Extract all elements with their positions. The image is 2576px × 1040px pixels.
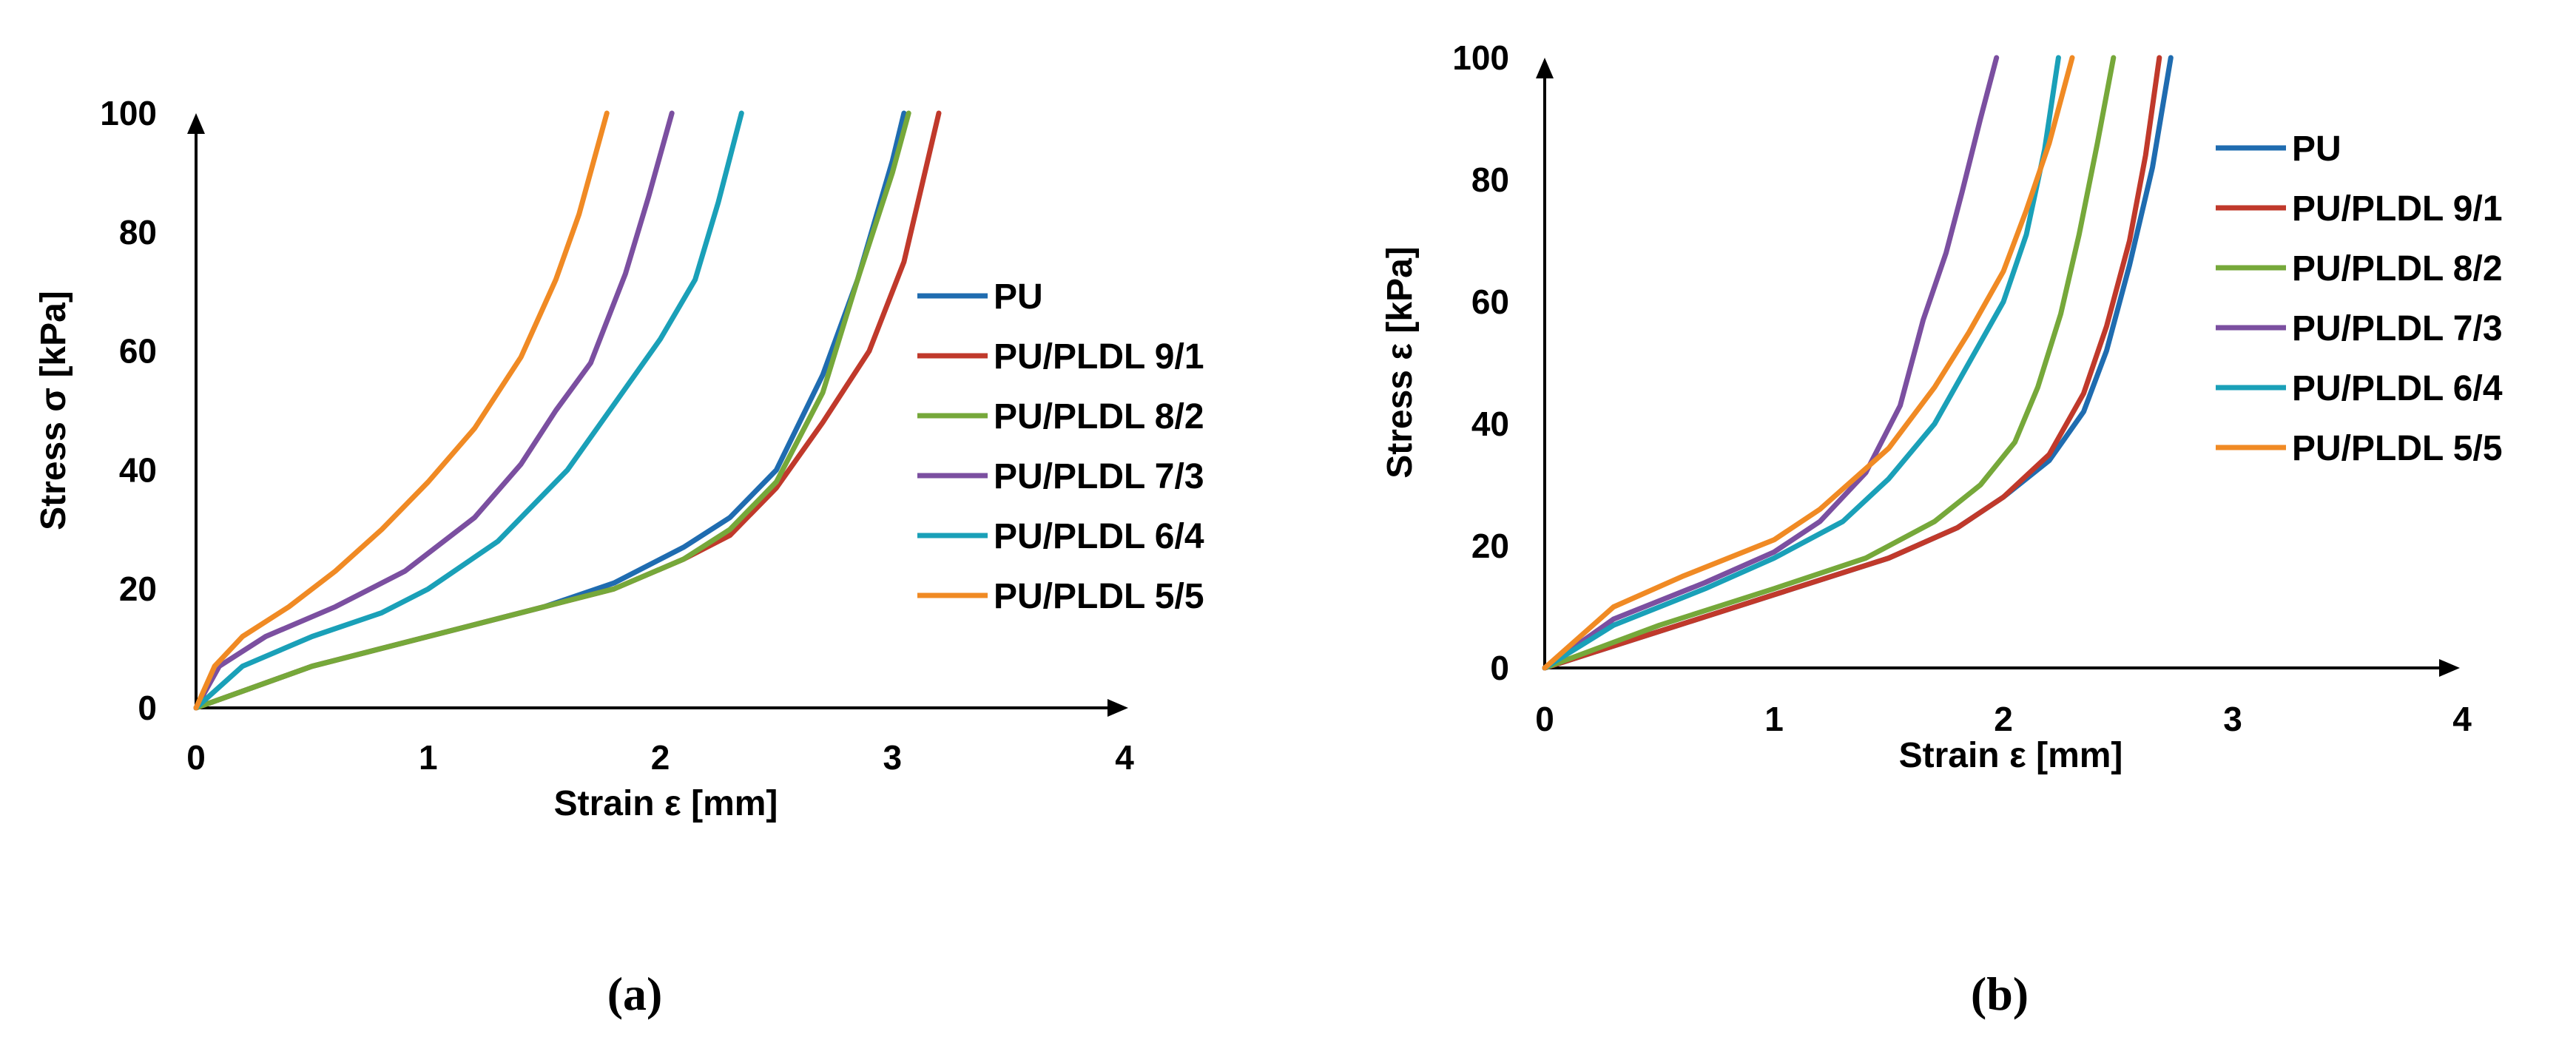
series-line-pu-pldl-6-4 <box>193 110 744 711</box>
y-tick-label: 100 <box>100 94 157 132</box>
y-tick-label: 60 <box>119 332 157 371</box>
legend-label: PU/PLDL 9/1 <box>2292 189 2503 229</box>
series-line-pu-pldl-8-2 <box>1542 55 2117 671</box>
x-axis-arrow-b <box>2439 659 2460 677</box>
y-tick-label: 0 <box>138 689 157 727</box>
y-axis-label-b: Stress ε [kPa] <box>1380 246 1420 479</box>
series-line-pu-pldl-7-3 <box>1542 55 2000 671</box>
x-tick-label: 0 <box>1535 700 1554 738</box>
y-tick-label: 80 <box>119 213 157 251</box>
x-tick-label: 3 <box>883 738 902 777</box>
x-tick-label: 2 <box>651 738 670 777</box>
y-axis-arrow-b <box>1536 58 1554 78</box>
y-axis-arrow-a <box>187 113 205 134</box>
x-tick-label: 4 <box>2452 700 2472 738</box>
y-tick-label: 60 <box>1471 283 1509 321</box>
x-tick-label: 1 <box>1764 700 1784 738</box>
series-line-pu-pldl-7-3 <box>193 110 675 711</box>
legend-label: PU/PLDL 6/4 <box>2292 369 2503 408</box>
y-tick-label: 100 <box>1452 38 1509 77</box>
x-tick-label: 0 <box>186 738 206 777</box>
x-tick-label: 3 <box>2223 700 2242 738</box>
x-axis-arrow-a <box>1107 699 1128 717</box>
y-axis-label-a: Stress σ [kPa] <box>34 291 73 530</box>
legend-b: PU PU/PLDL 9/1 PU/PLDL 8/2 PU/PLDL 7/3 PU/PL… <box>2216 129 2503 468</box>
x-axis-label-b: Strain ε [mm] <box>1899 736 2123 775</box>
panel-label-b: (b) <box>1971 968 2029 1020</box>
legend-label: PU <box>2292 129 2341 169</box>
legend-label: PU <box>994 277 1043 317</box>
legend-label: PU/PLDL 9/1 <box>994 337 1204 377</box>
x-axis-label-a: Strain ε [mm] <box>554 784 778 823</box>
legend-a: PU PU/PLDL 9/1 PU/PLDL 8/2 PU/PLDL 7/3 PU/PL… <box>917 277 1204 616</box>
y-tick-label: 0 <box>1490 649 1509 687</box>
series-line-pu-pldl-5-5 <box>193 110 610 711</box>
legend-label: PU/PLDL 8/2 <box>994 397 1204 436</box>
series-line-pu-pldl-6-4 <box>1542 55 2061 671</box>
x-tick-label: 4 <box>1115 738 1134 777</box>
series-line-pu-pldl-5-5 <box>1542 55 2075 671</box>
series-line-pu-pldl-9-1 <box>1542 55 2162 671</box>
legend-label: PU/PLDL 7/3 <box>2292 309 2503 348</box>
legend-label: PU/PLDL 8/2 <box>2292 249 2503 288</box>
legend-label: PU/PLDL 5/5 <box>2292 429 2503 468</box>
y-tick-label: 20 <box>119 570 157 608</box>
legend-label: PU/PLDL 7/3 <box>994 457 1204 496</box>
series-line-pu-pldl-8-2 <box>193 110 911 711</box>
y-tick-label: 80 <box>1471 161 1509 199</box>
x-tick-label: 1 <box>419 738 438 777</box>
legend-label: PU/PLDL 5/5 <box>994 577 1204 616</box>
y-tick-label: 40 <box>1471 405 1509 443</box>
x-tick-label: 2 <box>1994 700 2013 738</box>
series-line-pu <box>1542 55 2174 671</box>
legend-label: PU/PLDL 6/4 <box>994 517 1204 556</box>
y-tick-label: 40 <box>119 450 157 489</box>
panel-label-a: (a) <box>607 968 663 1020</box>
y-tick-label: 20 <box>1471 527 1509 565</box>
